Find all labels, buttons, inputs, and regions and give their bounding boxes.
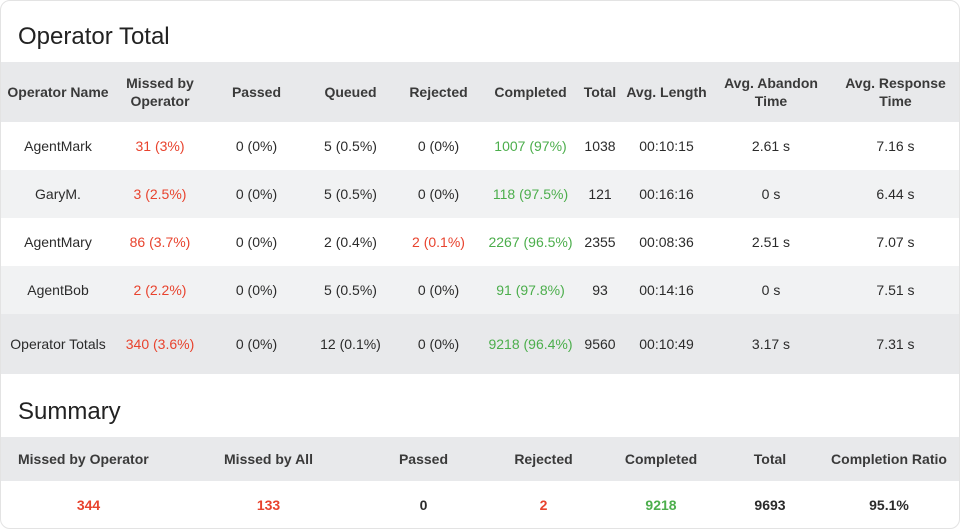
- cell-operator-name: GaryM.: [1, 170, 115, 218]
- col-header-passed[interactable]: Passed: [361, 437, 486, 481]
- cell-queued: 5 (0.5%): [308, 266, 393, 314]
- table-row: AgentMary 86 (3.7%) 0 (0%) 2 (0.4%) 2 (0…: [1, 218, 959, 266]
- cell-avg-length: 00:08:36: [639, 234, 694, 250]
- cell-operator-name: AgentMary: [24, 234, 92, 250]
- col-header-avg-abandon-time[interactable]: Avg. Abandon Time: [710, 62, 832, 122]
- cell-rejected: 0 (0%): [393, 170, 484, 218]
- col-header-queued[interactable]: Queued: [308, 62, 393, 122]
- cell-total: 1038: [584, 138, 616, 154]
- cell-completed: 9218 (96.4%): [484, 314, 577, 374]
- summary-title: Summary: [18, 398, 121, 425]
- cell-completed: 1007 (97%): [494, 138, 567, 154]
- col-header-operator-name[interactable]: Operator Name: [1, 62, 115, 122]
- cell-avg-response-time: 6.44 s: [832, 170, 959, 218]
- col-header-rejected[interactable]: Rejected: [393, 62, 484, 122]
- cell-queued: 2 (0.4%): [324, 234, 377, 250]
- cell-total: 93: [577, 266, 623, 314]
- cell-missed-by-operator: 340 (3.6%): [115, 314, 205, 374]
- cell-missed-by-operator: 86 (3.7%): [129, 234, 191, 250]
- cell-avg-abandon-time: 3.17 s: [710, 314, 832, 374]
- col-header-rejected[interactable]: Rejected: [486, 437, 601, 481]
- col-header-missed-by-operator[interactable]: Missed by Operator: [1, 437, 176, 481]
- col-header-passed[interactable]: Passed: [205, 62, 308, 122]
- col-header-completion-ratio[interactable]: Completion Ratio: [819, 437, 959, 481]
- col-header-missed-by-all[interactable]: Missed by All: [176, 437, 361, 481]
- cell-avg-abandon-time: 0 s: [710, 266, 832, 314]
- table-row: AgentMark 31 (3%) 0 (0%) 5 (0.5%) 0 (0%)…: [1, 122, 959, 170]
- summary-completed: 9218: [645, 497, 677, 513]
- summary-total: 9693: [754, 497, 786, 513]
- table-header-row: Missed by Operator Missed by All Passed …: [1, 437, 959, 481]
- cell-passed: 0 (0%): [205, 266, 308, 314]
- cell-avg-response-time: 7.07 s: [876, 234, 915, 250]
- cell-completed: 2267 (96.5%): [488, 234, 573, 250]
- cell-passed: 0 (0%): [205, 314, 308, 374]
- cell-rejected: 0 (0%): [393, 314, 484, 374]
- cell-rejected: 0 (0%): [417, 138, 460, 154]
- table-header-row: Operator Name Missed by Operator Passed …: [1, 62, 959, 122]
- col-header-completed[interactable]: Completed: [484, 62, 577, 122]
- cell-avg-length: 00:10:49: [623, 314, 710, 374]
- cell-passed: 0 (0%): [205, 170, 308, 218]
- cell-completed: 118 (97.5%): [484, 170, 577, 218]
- cell-queued: 5 (0.5%): [324, 138, 377, 154]
- cell-avg-response-time: 7.16 s: [876, 138, 915, 154]
- summary-table: Missed by Operator Missed by All Passed …: [1, 437, 959, 528]
- cell-avg-length: 00:16:16: [623, 170, 710, 218]
- cell-avg-abandon-time: 0 s: [710, 170, 832, 218]
- totals-row: Operator Totals 340 (3.6%) 0 (0%) 12 (0.…: [1, 314, 959, 374]
- cell-operator-name: AgentMark: [24, 138, 92, 154]
- cell-missed-by-operator: 31 (3%): [135, 138, 185, 154]
- table-row: AgentBob 2 (2.2%) 0 (0%) 5 (0.5%) 0 (0%)…: [1, 266, 959, 314]
- cell-avg-length: 00:14:16: [623, 266, 710, 314]
- cell-operator-name: AgentBob: [1, 266, 115, 314]
- cell-queued: 5 (0.5%): [308, 170, 393, 218]
- cell-avg-response-time: 7.31 s: [832, 314, 959, 374]
- cell-total: 121: [577, 170, 623, 218]
- cell-completed: 91 (97.8%): [484, 266, 577, 314]
- cell-operator-name: Operator Totals: [1, 314, 115, 374]
- cell-passed: 0 (0%): [235, 138, 278, 154]
- cell-avg-abandon-time: 2.51 s: [751, 234, 791, 250]
- col-header-avg-response-time[interactable]: Avg. Response Time: [832, 62, 959, 122]
- cell-avg-response-time: 7.51 s: [832, 266, 959, 314]
- cell-queued: 12 (0.1%): [308, 314, 393, 374]
- operator-total-title: Operator Total: [18, 23, 170, 50]
- col-header-avg-length[interactable]: Avg. Length: [623, 62, 710, 122]
- cell-rejected: 0 (0%): [393, 266, 484, 314]
- operator-total-table: Operator Name Missed by Operator Passed …: [1, 62, 959, 374]
- summary-rejected: 2: [539, 497, 548, 513]
- table-row: 344 133 0 2 9218 9693 95.1%: [1, 481, 959, 528]
- col-header-total[interactable]: Total: [577, 62, 623, 122]
- col-header-missed-by-operator[interactable]: Missed by Operator: [115, 62, 205, 122]
- summary-passed: 0: [419, 497, 428, 513]
- cell-missed-by-operator: 2 (2.2%): [115, 266, 205, 314]
- cell-total: 2355: [584, 234, 616, 250]
- col-header-total[interactable]: Total: [721, 437, 819, 481]
- cell-missed-by-operator: 3 (2.5%): [115, 170, 205, 218]
- col-header-completed[interactable]: Completed: [601, 437, 721, 481]
- cell-avg-length: 00:10:15: [639, 138, 694, 154]
- summary-completion-ratio: 95.1%: [869, 497, 909, 513]
- cell-total: 9560: [577, 314, 623, 374]
- cell-passed: 0 (0%): [235, 234, 278, 250]
- summary-missed-by-all: 133: [256, 497, 281, 513]
- table-row: GaryM. 3 (2.5%) 0 (0%) 5 (0.5%) 0 (0%) 1…: [1, 170, 959, 218]
- summary-missed-by-operator: 344: [76, 497, 101, 513]
- cell-avg-abandon-time: 2.61 s: [751, 138, 791, 154]
- cell-rejected: 2 (0.1%): [412, 234, 465, 250]
